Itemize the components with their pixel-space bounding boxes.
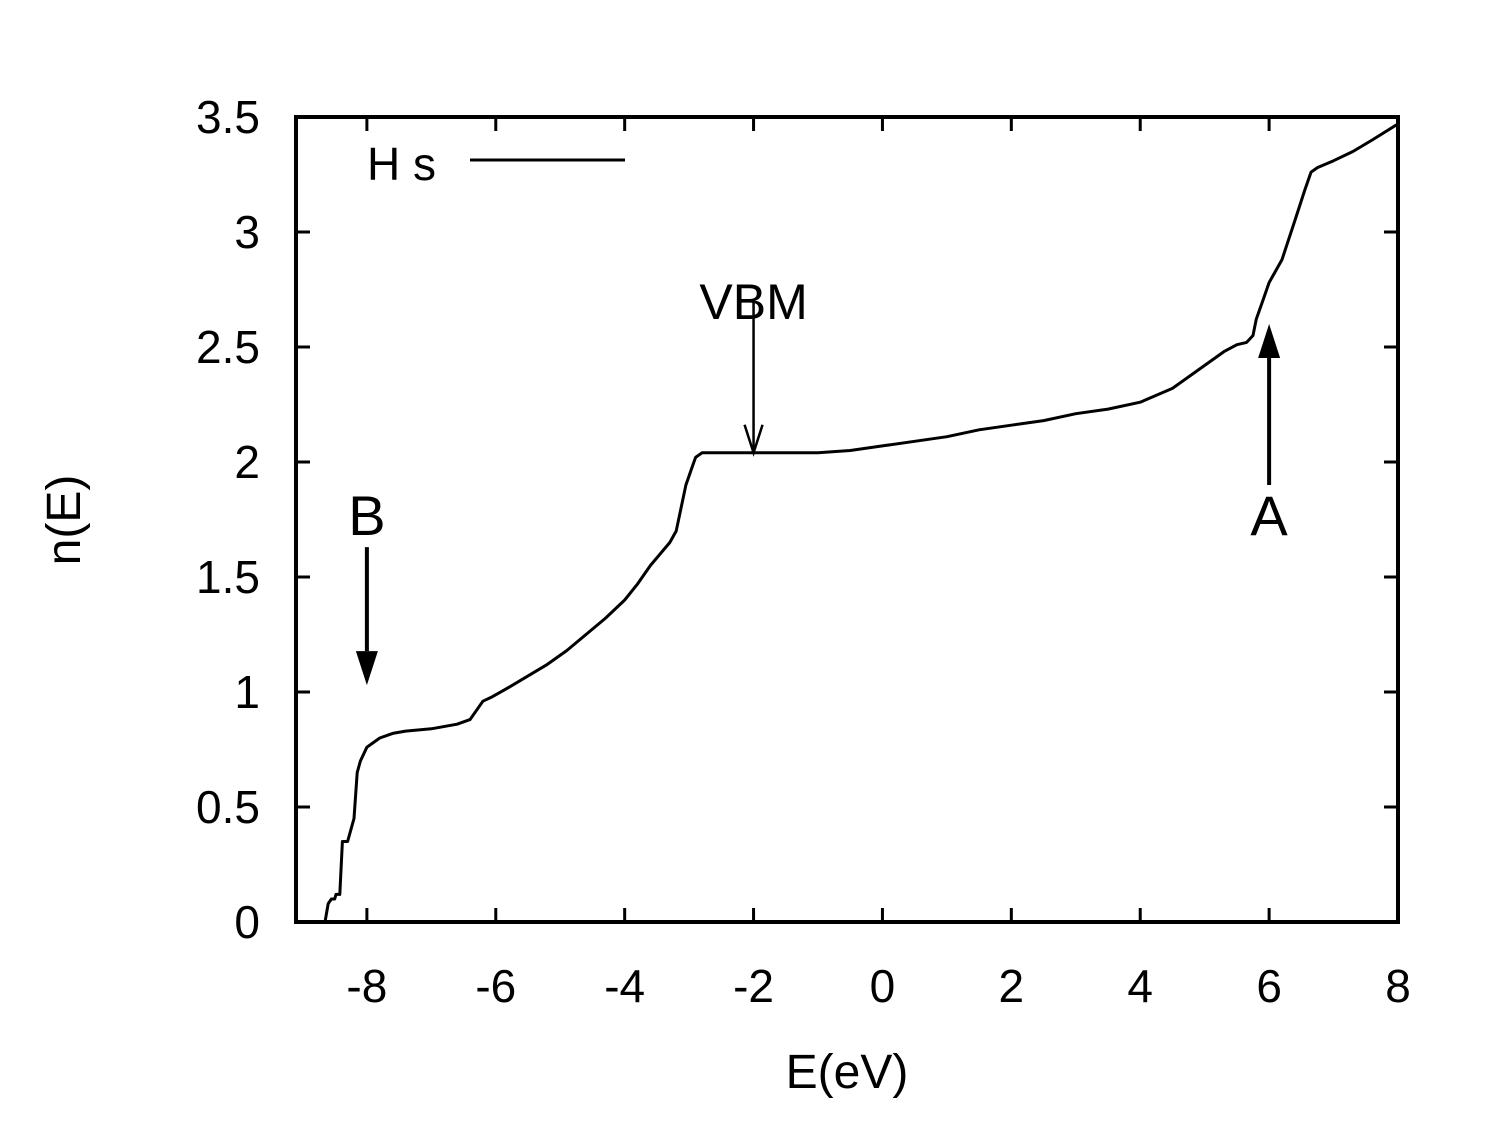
x-tick-label: 6 [1256,960,1282,1012]
y-tick-label: 3.5 [196,91,260,143]
y-tick-label: 2.5 [196,321,260,373]
annotation-arrowhead-2 [1258,324,1281,358]
annotation-label-2: A [1250,484,1288,547]
x-tick-label: -8 [346,960,387,1012]
x-tick-label: -4 [604,960,645,1012]
y-tick-label: 0 [234,896,260,948]
x-tick-label: 2 [999,960,1025,1012]
annotation-label-0: VBM [699,274,807,330]
y-tick-label: 1.5 [196,551,260,603]
annotation-arrowhead-0 [743,424,764,457]
y-tick-label: 0.5 [196,781,260,833]
axis-ticks [296,115,1400,924]
legend: H s [367,138,625,190]
plot-frame [294,115,1400,924]
tick-labels: -8 -6 -4 -2 0 2 4 6 8 0 0.5 1 1.5 2 2.5 3 3.5 [196,91,1411,1012]
annotation-arrowhead-1 [355,651,378,686]
y-tick-label: 3 [234,206,260,258]
x-tick-label: -6 [475,960,516,1012]
y-tick-label: 2 [234,436,260,488]
x-tick-label: -2 [733,960,774,1012]
annotation-label-1: B [348,484,385,547]
series-line-h-s [323,122,1399,923]
y-tick-label: 1 [234,666,260,718]
x-tick-label: 4 [1127,960,1153,1012]
x-axis-title: E(eV) [786,1046,909,1099]
x-tick-label: 0 [870,960,896,1012]
annotations: VBM B A [348,274,1288,686]
legend-label: H s [367,138,436,190]
x-tick-label: 8 [1385,960,1411,1012]
y-axis-title: n(E) [38,475,91,566]
